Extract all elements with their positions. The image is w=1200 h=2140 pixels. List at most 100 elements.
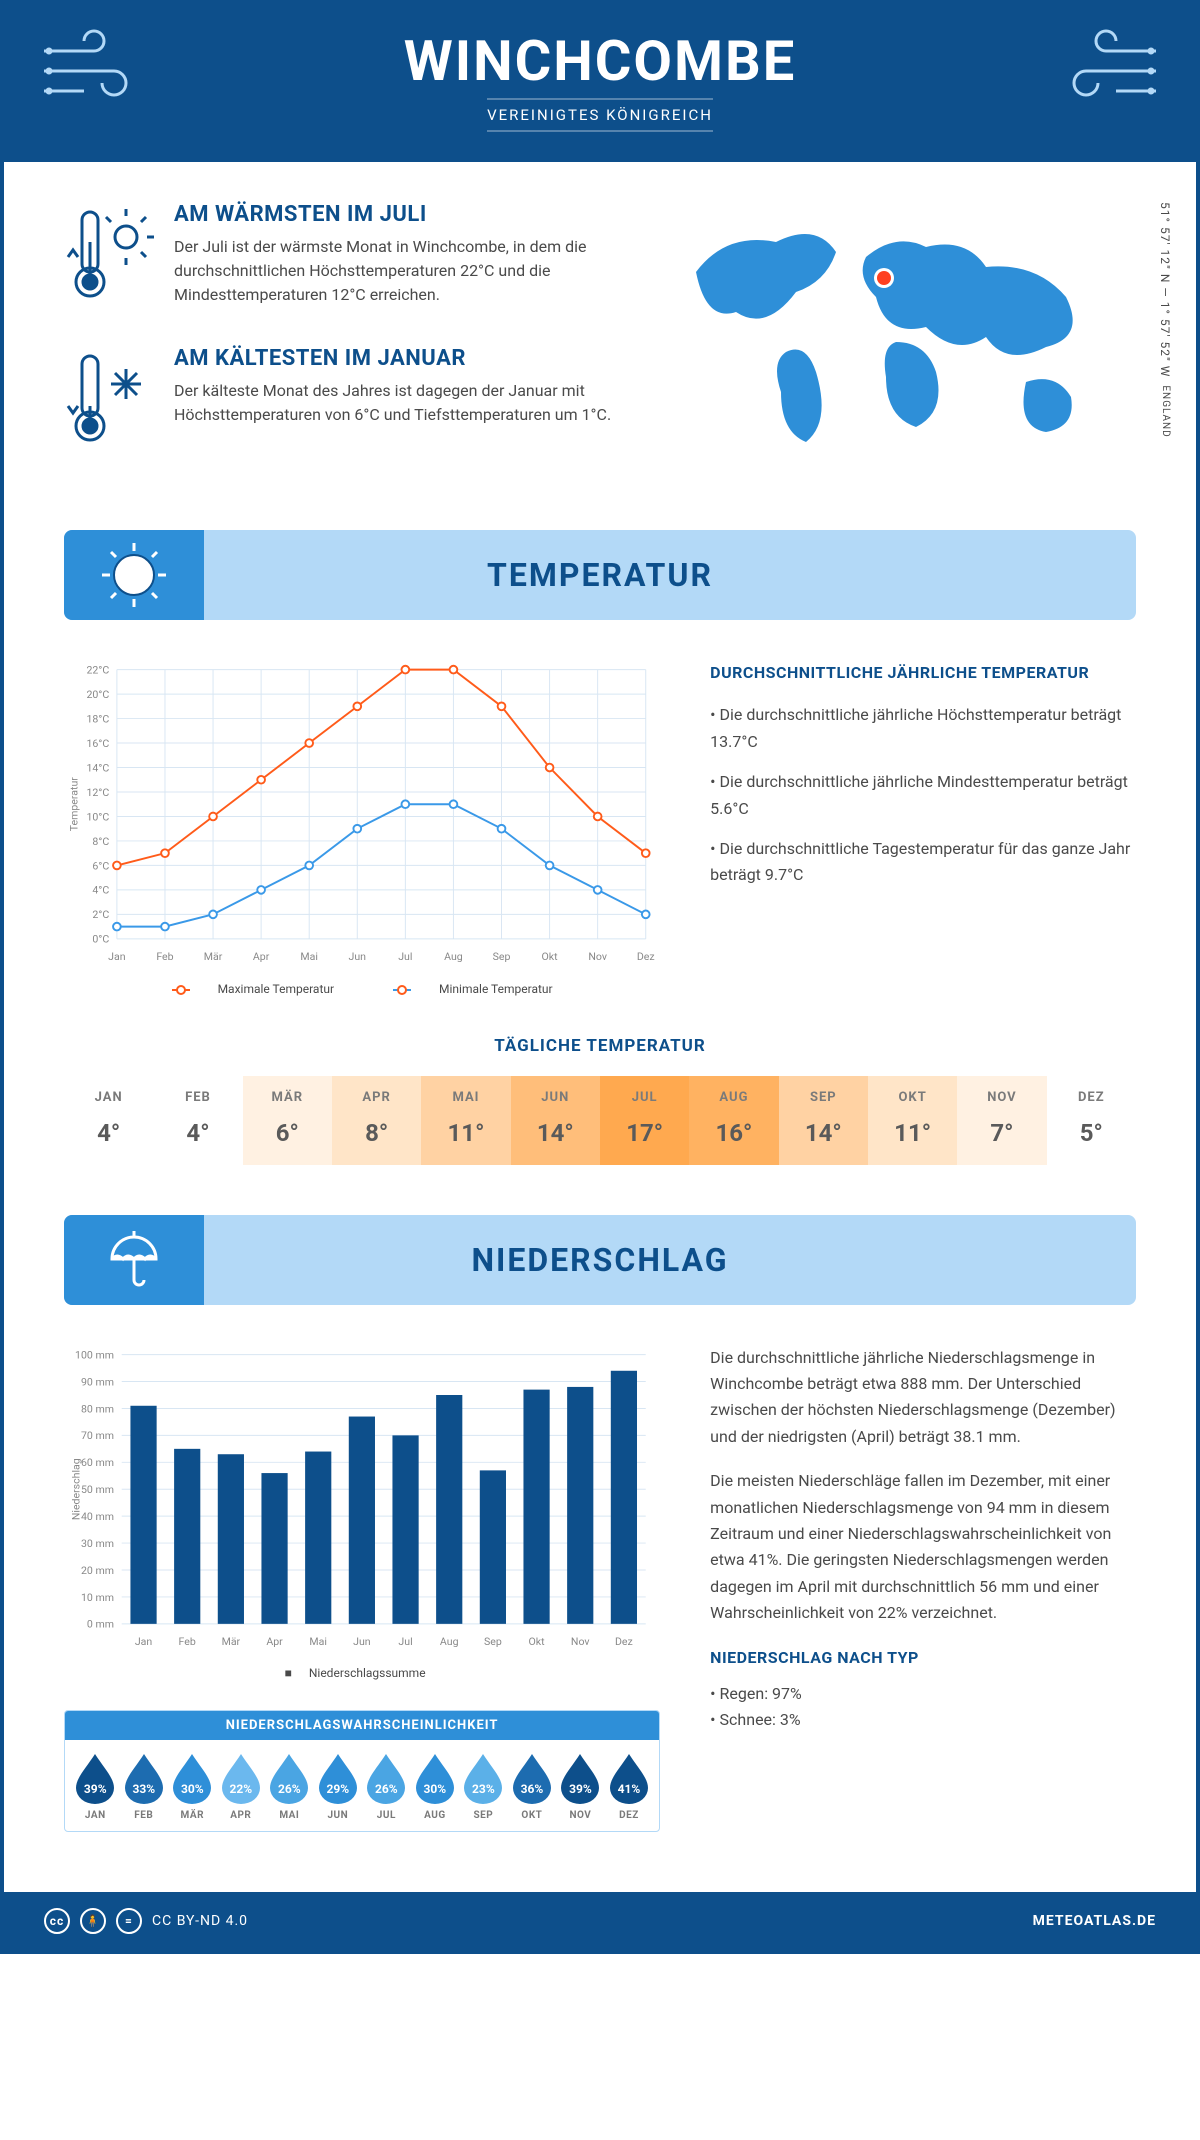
svg-text:Mär: Mär [204, 950, 223, 963]
svg-text:Dez: Dez [637, 950, 655, 963]
fact-cold: AM KÄLTESTEN IM JANUAR Der kälteste Mona… [64, 346, 616, 460]
precipitation-summary: Die durchschnittliche jährliche Niedersc… [710, 1345, 1136, 1833]
page-title: WINCHCOMBE [44, 28, 1156, 94]
daily-temp-cell: AUG16° [689, 1076, 778, 1165]
page-subtitle: VEREINIGTES KÖNIGREICH [487, 98, 713, 132]
svg-text:Mai: Mai [300, 950, 318, 963]
fact-cold-title: AM KÄLTESTEN IM JANUAR [174, 346, 616, 371]
svg-text:Jul: Jul [398, 950, 412, 963]
wind-icon [34, 26, 144, 116]
umbrella-icon [64, 1215, 204, 1305]
daily-temp-cell: DEZ5° [1047, 1076, 1136, 1165]
svg-text:Feb: Feb [179, 1635, 196, 1648]
daily-temp-cell: JUL17° [600, 1076, 689, 1165]
svg-text:20°C: 20°C [87, 688, 110, 701]
svg-text:70 mm: 70 mm [81, 1429, 114, 1442]
fact-cold-text: Der kälteste Monat des Jahres ist dagege… [174, 379, 616, 427]
svg-text:Sep: Sep [493, 950, 511, 963]
svg-text:0°C: 0°C [92, 933, 109, 946]
svg-text:Jun: Jun [349, 950, 367, 963]
svg-text:Aug: Aug [440, 1635, 459, 1648]
svg-text:Jan: Jan [108, 950, 126, 963]
svg-text:22°C: 22°C [87, 663, 110, 676]
coordinates: 51° 57' 12" N — 1° 57' 52" W ENGLAND [1158, 202, 1172, 438]
license-label: CC BY-ND 4.0 [152, 1913, 248, 1929]
daily-temp-cell: NOV7° [957, 1076, 1046, 1165]
precip-prob-cell: 33%FEB [122, 1752, 167, 1821]
section-temperature-header: TEMPERATUR [64, 530, 1136, 620]
precip-prob-cell: 30%MÄR [170, 1752, 215, 1821]
svg-text:Apr: Apr [266, 1635, 283, 1648]
precip-prob-cell: 29%JUN [316, 1752, 361, 1821]
precip-prob-cell: 36%OKT [510, 1752, 555, 1821]
fact-warm: AM WÄRMSTEN IM JULI Der Juli ist der wär… [64, 202, 616, 316]
svg-text:Apr: Apr [253, 950, 270, 963]
daily-temp-cell: JUN14° [511, 1076, 600, 1165]
cc-icon: cc [44, 1908, 70, 1934]
daily-temp-cell: APR8° [332, 1076, 421, 1165]
daily-temperature-table: JAN4°FEB4°MÄR6°APR8°MAI11°JUN14°JUL17°AU… [64, 1076, 1136, 1165]
temperature-summary: DURCHSCHNITTLICHE JÄHRLICHE TEMPERATUR •… [710, 660, 1136, 996]
svg-text:16°C: 16°C [87, 737, 110, 750]
svg-text:20 mm: 20 mm [81, 1564, 114, 1577]
svg-text:30 mm: 30 mm [81, 1537, 114, 1550]
svg-text:10°C: 10°C [87, 810, 110, 823]
svg-text:4°C: 4°C [92, 884, 109, 897]
daily-temp-cell: SEP14° [779, 1076, 868, 1165]
temperature-line-chart: 0°C 2°C 4°C 6°C 8°C 10°C 12°C 14°C 16°C 18°C 20°C 2… [64, 660, 660, 996]
svg-text:80 mm: 80 mm [81, 1402, 114, 1415]
precip-prob-cell: 26%JUL [364, 1752, 409, 1821]
svg-text:Nov: Nov [571, 1635, 590, 1648]
daily-temp-cell: MÄR6° [243, 1076, 332, 1165]
daily-temp-cell: JAN4° [64, 1076, 153, 1165]
daily-temp-title: TÄGLICHE TEMPERATUR [64, 1036, 1136, 1056]
nd-icon: = [116, 1908, 142, 1934]
header: WINCHCOMBE VEREINIGTES KÖNIGREICH [4, 4, 1196, 162]
svg-text:Aug: Aug [444, 950, 463, 963]
precip-prob-cell: 26%MAI [267, 1752, 312, 1821]
by-icon: 🧍 [80, 1908, 106, 1934]
precip-prob-cell: 39%JAN [73, 1752, 118, 1821]
svg-text:60 mm: 60 mm [81, 1456, 114, 1469]
svg-text:Jul: Jul [398, 1635, 412, 1648]
thermometer-snowflake-icon [64, 346, 154, 460]
wind-icon [1056, 26, 1166, 116]
world-map [656, 202, 1136, 462]
svg-text:Dez: Dez [615, 1635, 633, 1648]
sun-icon [64, 530, 204, 620]
site-label: METEOATLAS.DE [1033, 1913, 1156, 1929]
svg-text:12°C: 12°C [87, 786, 110, 799]
svg-text:90 mm: 90 mm [81, 1375, 114, 1388]
svg-text:Nov: Nov [588, 950, 607, 963]
svg-text:8°C: 8°C [92, 835, 109, 848]
precipitation-probability-table: NIEDERSCHLAGSWAHRSCHEINLICHKEIT 39%JAN33… [64, 1710, 660, 1832]
svg-text:Niederschlag: Niederschlag [69, 1458, 82, 1520]
svg-text:10 mm: 10 mm [81, 1590, 114, 1603]
footer: cc 🧍 = CC BY-ND 4.0 METEOATLAS.DE [4, 1892, 1196, 1950]
thermometer-sun-icon [64, 202, 154, 316]
fact-warm-title: AM WÄRMSTEN IM JULI [174, 202, 616, 227]
daily-temp-cell: MAI11° [421, 1076, 510, 1165]
svg-text:Temperatur: Temperatur [67, 777, 80, 832]
svg-text:100 mm: 100 mm [75, 1348, 114, 1361]
precipitation-bar-chart: 0 mm10 mm20 mm30 mm40 mm50 mm60 mm70 mm8… [64, 1345, 660, 1681]
precip-prob-cell: 39%NOV [558, 1752, 603, 1821]
svg-text:Mär: Mär [222, 1635, 241, 1648]
svg-text:2°C: 2°C [92, 908, 109, 921]
precip-prob-cell: 41%DEZ [607, 1752, 652, 1821]
svg-text:Okt: Okt [542, 950, 559, 963]
svg-text:40 mm: 40 mm [81, 1510, 114, 1523]
precip-prob-cell: 23%SEP [461, 1752, 506, 1821]
svg-text:6°C: 6°C [92, 859, 109, 872]
precip-prob-cell: 30%AUG [413, 1752, 458, 1821]
svg-text:Feb: Feb [156, 950, 173, 963]
svg-text:14°C: 14°C [87, 761, 110, 774]
daily-temp-cell: OKT11° [868, 1076, 957, 1165]
fact-warm-text: Der Juli ist der wärmste Monat in Winchc… [174, 235, 616, 307]
svg-text:Jan: Jan [135, 1635, 153, 1648]
svg-text:18°C: 18°C [87, 712, 110, 725]
svg-text:Okt: Okt [529, 1635, 546, 1648]
svg-text:Mai: Mai [309, 1635, 327, 1648]
daily-temp-cell: FEB4° [153, 1076, 242, 1165]
svg-text:Sep: Sep [484, 1635, 502, 1648]
